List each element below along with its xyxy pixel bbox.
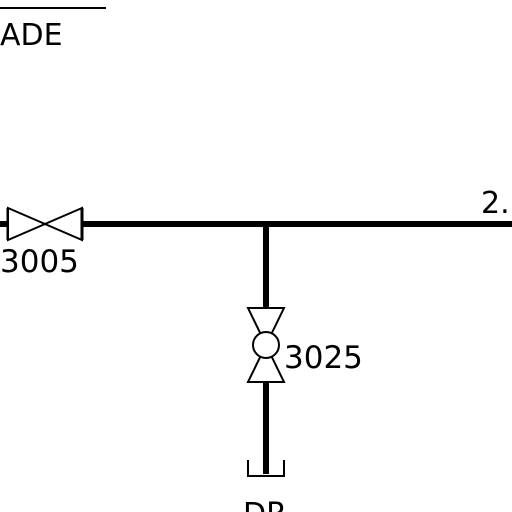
globe-valve-3025[interactable] xyxy=(246,307,286,383)
valve-3025-top-wedge xyxy=(246,307,286,348)
drain-cup-symbol xyxy=(247,460,285,477)
valve-3005-tag: 3005 xyxy=(0,244,79,280)
valve-3025-tag: 3025 xyxy=(284,340,363,376)
drain-label: DR xyxy=(243,497,287,512)
valve-3005-right-wedge xyxy=(42,206,83,242)
valve-3005-left-wedge xyxy=(7,206,48,242)
title-label: ADE xyxy=(0,18,63,53)
line-number-label: 2. xyxy=(481,186,510,221)
valve-3025-globe-circle xyxy=(252,331,280,359)
gate-valve-3005[interactable] xyxy=(0,206,84,242)
